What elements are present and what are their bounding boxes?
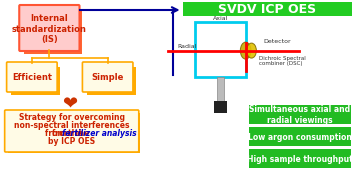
FancyBboxPatch shape	[5, 110, 139, 152]
Ellipse shape	[247, 43, 256, 58]
Text: from the: from the	[44, 129, 84, 139]
Bar	[249, 127, 351, 146]
Text: Efficient: Efficient	[12, 74, 52, 83]
Bar	[87, 67, 136, 95]
Bar	[24, 10, 82, 54]
Text: Axial: Axial	[213, 15, 228, 20]
Text: Dichroic Spectral
combiner (DSC): Dichroic Spectral combiner (DSC)	[259, 56, 306, 66]
Text: by ICP OES: by ICP OES	[48, 138, 95, 146]
Text: Strategy for overcoming: Strategy for overcoming	[19, 114, 125, 122]
Text: fertilizer analysis: fertilizer analysis	[62, 129, 136, 139]
Text: Radial: Radial	[178, 44, 197, 49]
Text: Internal
standardization
(IS): Internal standardization (IS)	[12, 14, 87, 44]
Text: ❤: ❤	[62, 96, 77, 114]
Bar	[249, 149, 351, 168]
Text: from the: from the	[52, 129, 92, 139]
Bar	[214, 101, 227, 113]
Text: SVDV ICP OES: SVDV ICP OES	[218, 3, 316, 16]
FancyBboxPatch shape	[19, 5, 79, 51]
Bar	[217, 77, 224, 101]
Bar	[249, 105, 351, 124]
Ellipse shape	[240, 42, 251, 59]
Bar	[8, 113, 140, 153]
Text: Detector: Detector	[263, 39, 291, 44]
Text: Simultaneous axial and
radial viewings: Simultaneous axial and radial viewings	[249, 105, 350, 125]
Bar	[195, 22, 246, 77]
FancyBboxPatch shape	[82, 62, 133, 92]
Text: Low argon consumption: Low argon consumption	[248, 132, 352, 142]
Bar	[12, 67, 60, 95]
Bar	[182, 2, 352, 16]
Text: High sample throughput: High sample throughput	[247, 154, 352, 163]
Text: non-spectral interferences: non-spectral interferences	[14, 122, 130, 130]
FancyBboxPatch shape	[7, 62, 57, 92]
Text: Simple: Simple	[91, 74, 124, 83]
